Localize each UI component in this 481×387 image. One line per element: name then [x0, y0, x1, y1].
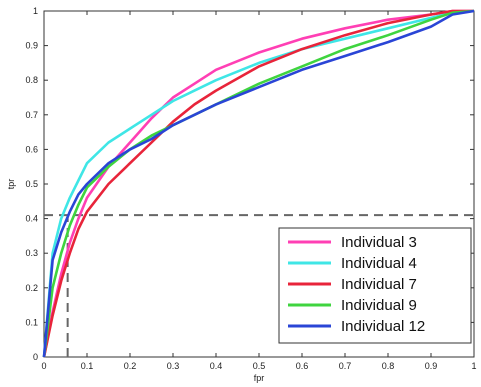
x-tick-label: 0.8	[382, 361, 395, 371]
y-tick-label: 0.7	[25, 110, 38, 120]
y-tick-label: 0.9	[25, 41, 38, 51]
y-tick-label: 0.3	[25, 248, 38, 258]
legend-entry: Individual 3	[341, 234, 417, 251]
y-axis-label: tpr	[6, 179, 16, 190]
series-line-3	[42, 9, 474, 358]
y-tick-label: 0.2	[25, 283, 38, 293]
y-tick-label: 0.4	[25, 214, 38, 224]
x-tick-label: 0.2	[124, 361, 137, 371]
series-line-2	[42, 9, 475, 358]
x-tick-label: 0	[41, 361, 46, 371]
legend: Individual 3 Individual 4 Individual 7 Indi…	[278, 227, 472, 344]
x-tick-label: 0.3	[167, 361, 180, 371]
x-tick-label: 0.6	[296, 361, 309, 371]
legend-entry: Individual 9	[341, 297, 417, 314]
reference-lines	[44, 214, 474, 357]
y-tick-label: 0.1	[25, 317, 38, 327]
legend-entry: Individual 7	[341, 276, 417, 293]
x-tick-label: 0.1	[81, 361, 94, 371]
y-tick-label: 0.6	[25, 144, 38, 154]
x-tick-label: 0.4	[210, 361, 223, 371]
y-tick-label: 0	[33, 352, 38, 362]
axis-ticks: 0 0.1 0.2 0.3 0.4 0.5 0.6 0.7 0.8 0.9 1 0 0.1 0.2 0.3 0…	[25, 6, 476, 371]
y-tick-label: 0.8	[25, 75, 38, 85]
x-axis-label: fpr	[254, 373, 265, 383]
x-tick-label: 0.9	[425, 361, 438, 371]
x-tick-label: 0.5	[253, 361, 266, 371]
x-tick-label: 1	[471, 361, 476, 371]
y-tick-label: 1	[33, 6, 38, 16]
legend-entry: Individual 4	[341, 255, 417, 272]
y-tick-label: 0.5	[25, 179, 38, 189]
series-line-5	[42, 9, 475, 358]
series-lines	[42, 9, 475, 358]
series-line-1	[42, 9, 474, 358]
legend-entry: Individual 12	[341, 318, 425, 335]
x-tick-label: 0.7	[339, 361, 352, 371]
